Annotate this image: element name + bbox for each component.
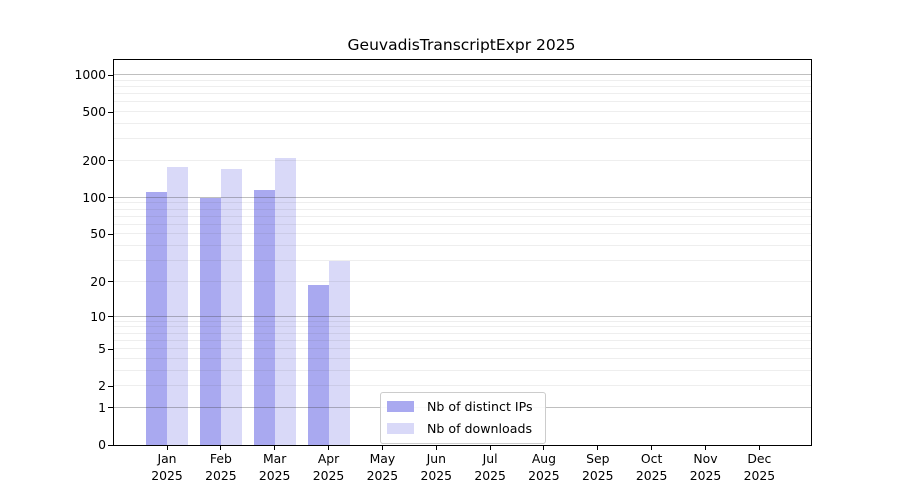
y-tick bbox=[108, 111, 113, 113]
x-tick-label: Aug 2025 bbox=[512, 451, 576, 484]
bar-downloads bbox=[220, 169, 242, 445]
minor-gridline bbox=[114, 138, 811, 140]
x-tick-label-year: 2025 bbox=[689, 467, 722, 483]
bar-downloads bbox=[328, 261, 350, 445]
y-tick-label: 10 bbox=[90, 308, 106, 324]
y-tick bbox=[108, 197, 113, 199]
minor-gridline bbox=[114, 93, 811, 95]
x-tick-label: Dec 2025 bbox=[727, 451, 791, 484]
x-tick-label-year: 2025 bbox=[743, 467, 776, 483]
bar-distinct-ips bbox=[199, 198, 221, 445]
x-tick-label: Jan 2025 bbox=[135, 451, 199, 484]
x-tick-label-month: Dec bbox=[747, 451, 772, 466]
minor-gridline bbox=[114, 101, 811, 103]
x-tick bbox=[543, 445, 545, 450]
x-tick-label: May 2025 bbox=[350, 451, 414, 484]
y-tick-label: 500 bbox=[82, 104, 106, 120]
legend-label-downloads: Nb of downloads bbox=[427, 421, 533, 436]
x-tick-label: Sep 2025 bbox=[566, 451, 630, 484]
x-tick bbox=[651, 445, 653, 450]
x-tick bbox=[489, 445, 491, 450]
x-tick-label-month: May bbox=[369, 451, 396, 466]
legend-row-distinct-ips: Nb of distinct IPs bbox=[387, 399, 537, 414]
y-tick bbox=[108, 74, 113, 76]
legend-row-downloads: Nb of downloads bbox=[387, 421, 537, 436]
x-tick-label-year: 2025 bbox=[205, 467, 237, 483]
y-tick bbox=[108, 407, 113, 409]
y-tick-label: 100 bbox=[82, 189, 106, 205]
chart-title: GeuvadisTranscriptExpr 2025 bbox=[347, 36, 576, 54]
x-tick-label-month: Nov bbox=[693, 451, 718, 466]
x-tick-label-month: Mar bbox=[262, 451, 287, 466]
major-gridline bbox=[114, 74, 811, 75]
y-tick bbox=[108, 444, 113, 446]
x-tick-label-year: 2025 bbox=[312, 467, 345, 483]
x-tick bbox=[597, 445, 599, 450]
y-tick bbox=[108, 348, 113, 350]
y-tick-label: 2 bbox=[98, 378, 106, 394]
x-tick-label: Nov 2025 bbox=[674, 451, 738, 484]
x-tick-label-month: Jan bbox=[157, 451, 177, 466]
x-tick-label-month: Jun bbox=[426, 451, 446, 466]
legend: Nb of distinct IPs Nb of downloads bbox=[380, 392, 546, 444]
y-tick-label: 20 bbox=[90, 273, 106, 289]
x-tick-label-month: Apr bbox=[317, 451, 340, 466]
x-tick-label: Apr 2025 bbox=[297, 451, 361, 484]
x-tick-label-year: 2025 bbox=[366, 467, 399, 483]
x-tick-label-year: 2025 bbox=[258, 467, 291, 483]
x-tick-label-year: 2025 bbox=[528, 467, 560, 483]
x-tick-label: Oct 2025 bbox=[620, 451, 684, 484]
y-tick-label: 1000 bbox=[74, 66, 106, 82]
x-tick-label: Jul 2025 bbox=[458, 451, 522, 484]
minor-gridline bbox=[114, 85, 811, 87]
y-tick-label: 5 bbox=[98, 341, 106, 357]
x-tick-label-month: Feb bbox=[209, 451, 232, 466]
y-tick bbox=[108, 160, 113, 162]
x-tick-label: Mar 2025 bbox=[243, 451, 307, 484]
legend-swatch-distinct-ips bbox=[387, 401, 414, 412]
x-tick bbox=[220, 445, 222, 450]
bar-distinct-ips bbox=[146, 191, 167, 445]
x-tick bbox=[435, 445, 437, 450]
x-tick-label-month: Jul bbox=[482, 451, 498, 466]
x-tick-label-year: 2025 bbox=[420, 467, 453, 483]
legend-label-distinct-ips: Nb of distinct IPs bbox=[427, 399, 533, 414]
x-tick-label-month: Aug bbox=[531, 451, 557, 466]
x-tick-label-year: 2025 bbox=[474, 467, 506, 483]
y-tick-label: 200 bbox=[82, 152, 106, 168]
minor-gridline bbox=[114, 79, 811, 81]
legend-swatch-downloads bbox=[387, 423, 414, 434]
y-tick-label: 0 bbox=[98, 437, 106, 452]
x-tick-label-month: Sep bbox=[586, 451, 610, 466]
x-tick-label-year: 2025 bbox=[635, 467, 668, 483]
x-tick bbox=[328, 445, 330, 450]
y-tick-label: 50 bbox=[90, 226, 106, 242]
x-tick bbox=[758, 445, 760, 450]
x-tick-label: Jun 2025 bbox=[404, 451, 468, 484]
y-tick bbox=[108, 316, 113, 318]
x-tick-label-year: 2025 bbox=[582, 467, 614, 483]
y-tick bbox=[108, 233, 113, 235]
bar-distinct-ips bbox=[307, 284, 329, 445]
x-tick-label-year: 2025 bbox=[151, 467, 183, 483]
bar-downloads bbox=[167, 166, 188, 445]
x-tick bbox=[381, 445, 383, 450]
x-tick bbox=[705, 445, 706, 450]
bar-downloads bbox=[274, 157, 296, 445]
x-tick-label-month: Oct bbox=[640, 451, 663, 466]
plot-area: 0 1 2 5 10 20 50 100 200 500 1000 Jan 2025 Feb 2025 Mar… bbox=[74, 59, 812, 483]
minor-gridline bbox=[114, 123, 811, 124]
minor-gridline bbox=[114, 159, 811, 161]
bar-distinct-ips bbox=[253, 190, 275, 445]
x-tick bbox=[166, 445, 168, 450]
y-tick bbox=[108, 281, 113, 283]
x-tick bbox=[274, 445, 276, 450]
x-tick-label: Feb 2025 bbox=[189, 451, 253, 484]
y-tick-label: 1 bbox=[98, 399, 106, 415]
minor-gridline bbox=[114, 111, 811, 113]
y-tick bbox=[108, 385, 113, 387]
